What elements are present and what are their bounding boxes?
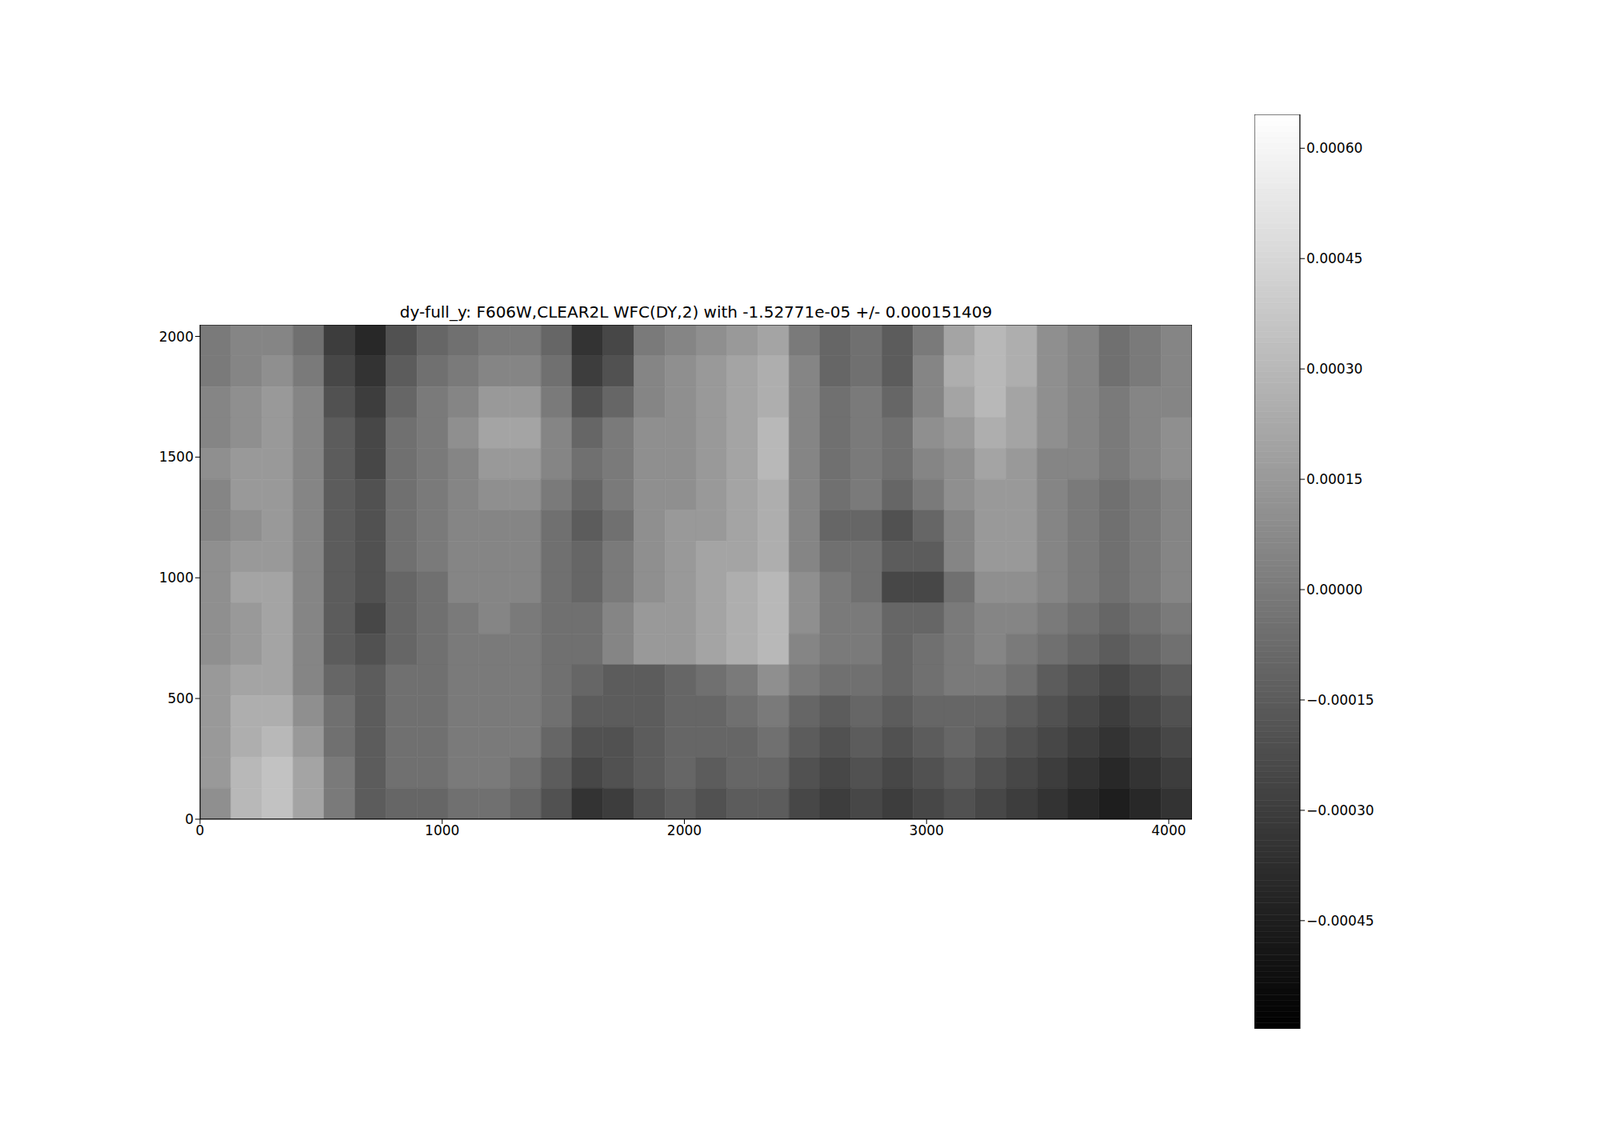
svg-text:0.00000: 0.00000 [1306, 581, 1363, 598]
svg-text:0.00030: 0.00030 [1306, 360, 1363, 377]
svg-text:−0.00015: −0.00015 [1306, 692, 1375, 708]
svg-text:0: 0 [184, 811, 194, 828]
svg-text:4000: 4000 [1151, 822, 1186, 839]
svg-text:0.00060: 0.00060 [1306, 140, 1363, 156]
svg-text:1500: 1500 [159, 448, 194, 465]
svg-text:1000: 1000 [159, 569, 194, 586]
svg-text:1000: 1000 [424, 822, 460, 839]
svg-text:500: 500 [168, 690, 194, 707]
svg-text:−0.00045: −0.00045 [1306, 912, 1375, 929]
svg-text:2000: 2000 [667, 822, 702, 839]
svg-text:2000: 2000 [159, 328, 194, 345]
svg-text:−0.00030: −0.00030 [1306, 802, 1375, 819]
svg-text:0.00015: 0.00015 [1306, 471, 1363, 488]
html-text:dy-full_y: F606W,CLEAR2L WFC(D: dy-full_y: F606W,CLEAR2L WFC(DY,2) with … [399, 302, 993, 322]
svg-text:0.00045: 0.00045 [1306, 250, 1363, 267]
svg-text:3000: 3000 [909, 822, 944, 839]
svg-text:0: 0 [196, 822, 205, 839]
